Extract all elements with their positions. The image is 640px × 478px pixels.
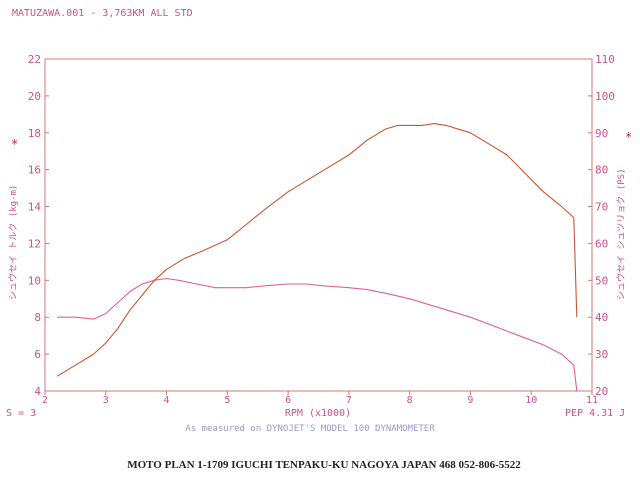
x-tick-label: 7 bbox=[346, 395, 352, 406]
asterisk-left: * bbox=[11, 137, 18, 151]
y-right-tick-label: 70 bbox=[595, 201, 608, 214]
y-right-tick-label: 50 bbox=[595, 274, 608, 287]
run-title: MATUZAWA.001 - 3,763KM ALL STD bbox=[12, 8, 193, 19]
pep-label: PEP 4.31 J bbox=[565, 408, 625, 419]
x-tick-label: 2 bbox=[42, 395, 48, 406]
x-tick-label: 11 bbox=[586, 395, 598, 406]
y-left-tick-label: 18 bbox=[28, 127, 41, 140]
y-right-tick-label: 80 bbox=[595, 164, 608, 177]
y-right-tick-label: 60 bbox=[595, 237, 608, 250]
x-tick-label: 8 bbox=[407, 395, 413, 406]
y-left-tick-label: 4 bbox=[34, 385, 41, 398]
address-line: MOTO PLAN 1-1709 IGUCHI TENPAKU-KU NAGOY… bbox=[127, 459, 521, 471]
y-left-tick-label: 8 bbox=[34, 311, 41, 324]
x-tick-label: 3 bbox=[103, 395, 109, 406]
plot-frame bbox=[44, 58, 593, 392]
y-left-tick-label: 22 bbox=[28, 53, 41, 66]
x-tick-label: 4 bbox=[164, 395, 170, 406]
y-axis-left-label: シュウセイ トルク (kg-m) bbox=[8, 185, 19, 300]
measured-note: As measured on DYNOJET'S MODEL 100 DYNAM… bbox=[185, 424, 435, 434]
x-tick-label: 9 bbox=[467, 395, 473, 406]
y-right-tick-label: 100 bbox=[595, 90, 615, 103]
y-right-tick-label: 20 bbox=[595, 385, 608, 398]
smoothing-label: S = 3 bbox=[6, 408, 36, 419]
x-tick-label: 5 bbox=[224, 395, 230, 406]
torque-series-line bbox=[57, 277, 578, 392]
x-axis: 2 3 4 5 6 7 8 9 10 11 bbox=[42, 391, 598, 406]
y-left-tick-label: 12 bbox=[28, 237, 41, 250]
y-left-tick-label: 16 bbox=[28, 164, 41, 177]
asterisk-right: * bbox=[625, 130, 632, 144]
y-left-tick-label: 6 bbox=[34, 348, 41, 361]
x-axis-label: RPM (x1000) bbox=[285, 408, 351, 419]
y-right-tick-label: 90 bbox=[595, 127, 608, 140]
x-tick-label: 6 bbox=[285, 395, 291, 406]
y-left-tick-label: 10 bbox=[28, 274, 41, 287]
power-series-line bbox=[56, 123, 578, 377]
y-axis-left: 4 6 8 10 12 14 16 18 20 22 bbox=[28, 53, 49, 398]
y-axis-right-label: シュウセイ シュツリョク (PS) bbox=[616, 168, 627, 300]
y-left-tick-label: 14 bbox=[28, 201, 42, 214]
y-axis-right: 20 30 40 50 60 70 80 90 100 110 bbox=[588, 53, 615, 398]
y-right-tick-label: 30 bbox=[595, 348, 608, 361]
x-tick-label: 10 bbox=[525, 395, 537, 406]
y-right-tick-label: 40 bbox=[595, 311, 608, 324]
y-left-tick-label: 20 bbox=[28, 90, 41, 103]
y-right-tick-label: 110 bbox=[595, 53, 615, 66]
series-group bbox=[56, 123, 578, 392]
